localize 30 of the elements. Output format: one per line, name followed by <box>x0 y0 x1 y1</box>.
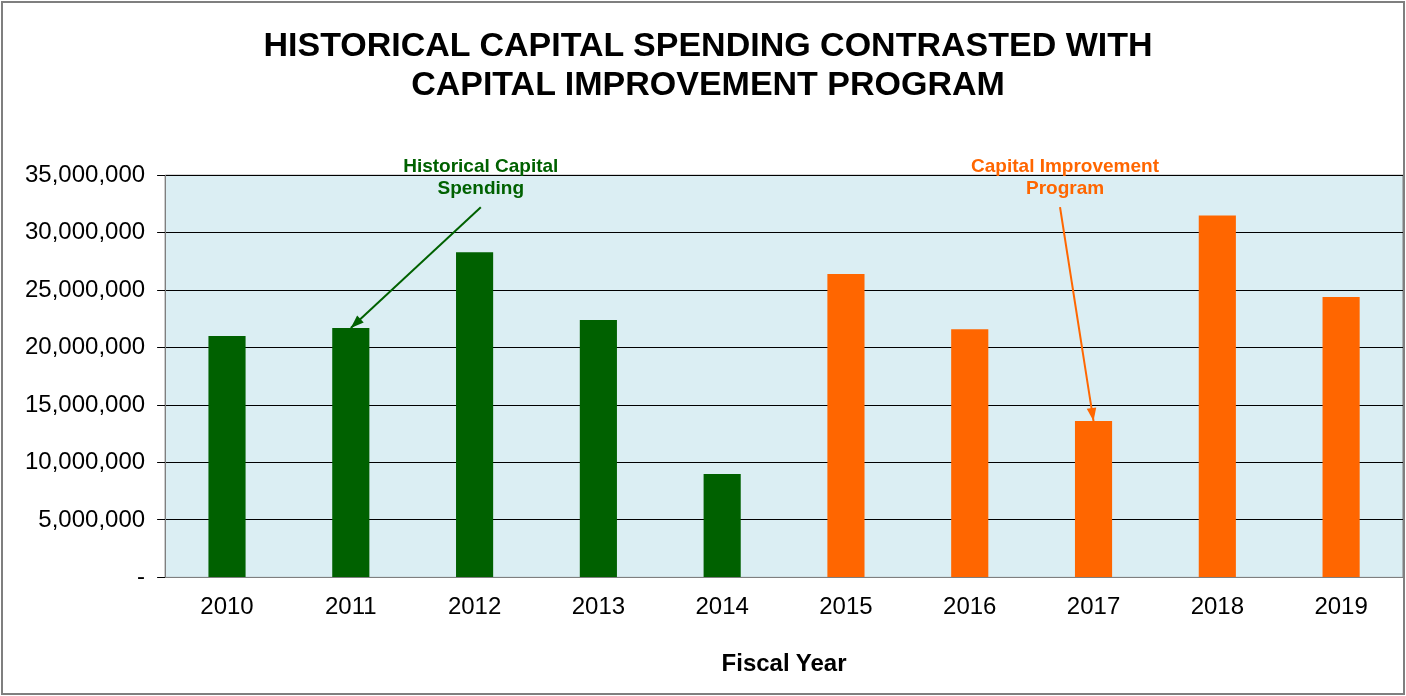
annotation: Historical Capital Spending <box>403 154 559 198</box>
y-tick-label: 10,000,000 <box>24 447 146 475</box>
y-tick-label: 35,000,000 <box>24 159 146 187</box>
bar <box>1322 297 1360 577</box>
y-tick-label: 30,000,000 <box>24 217 146 245</box>
x-tick-label: 2015 <box>819 592 873 620</box>
y-tick-label: 20,000,000 <box>24 332 146 360</box>
annotation: Capital Improvement Program <box>971 154 1160 198</box>
bar <box>1198 215 1236 577</box>
x-tick-label: 2016 <box>943 592 997 620</box>
bar <box>827 274 865 577</box>
y-tick-label: 5,000,000 <box>38 504 146 532</box>
x-tick-label: 2014 <box>695 592 749 620</box>
chart-title: HISTORICAL CAPITAL SPENDING CONTRASTED WITH CAPITAL IMPROVEMENT PROGRAM <box>263 24 1153 103</box>
x-tick-label: 2017 <box>1066 592 1121 620</box>
bar <box>456 252 494 577</box>
x-tick-label: 2018 <box>1190 592 1245 620</box>
bar <box>208 336 246 577</box>
y-tick-label: 25,000,000 <box>24 274 146 302</box>
bar <box>951 329 989 577</box>
bar <box>579 319 617 577</box>
y-tick-label: - <box>137 562 146 590</box>
x-axis-title: Fiscal Year <box>721 649 847 677</box>
x-tick-label: 2019 <box>1314 592 1368 620</box>
x-tick-label: 2011 <box>324 592 377 620</box>
x-tick-label: 2012 <box>447 592 502 620</box>
bar <box>703 473 741 577</box>
x-tick-label: 2010 <box>200 592 254 620</box>
y-tick-label: 15,000,000 <box>24 389 146 417</box>
x-tick-label: 2013 <box>571 592 626 620</box>
